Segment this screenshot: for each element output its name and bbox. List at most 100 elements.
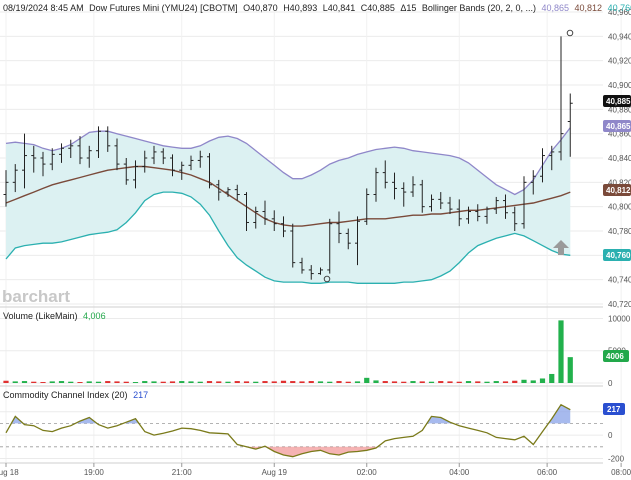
ohlc-bar bbox=[484, 206, 490, 224]
ohlc-bar bbox=[96, 126, 101, 158]
volume-bar bbox=[188, 381, 194, 383]
svg-text:40,760: 40,760 bbox=[606, 251, 631, 260]
volume-bar bbox=[21, 381, 28, 383]
ohlc-bar bbox=[197, 150, 203, 168]
ohlc-bar bbox=[540, 148, 545, 183]
volume-gridlines bbox=[0, 317, 603, 384]
volume-bar bbox=[354, 381, 361, 383]
volume-bar bbox=[114, 381, 120, 383]
volume-bar bbox=[512, 380, 518, 383]
ohlc-bar bbox=[419, 179, 425, 213]
volume-bar bbox=[308, 381, 314, 383]
cci-tick-label: -200 bbox=[608, 454, 625, 463]
volume-bar bbox=[12, 381, 18, 383]
volume-bar bbox=[530, 380, 536, 383]
volume-bar bbox=[253, 381, 259, 383]
low-marker bbox=[323, 275, 331, 283]
volume-bar bbox=[280, 380, 287, 383]
volume-bar bbox=[271, 381, 277, 383]
volume-bar bbox=[225, 381, 231, 383]
volume-title: Volume (LikeMain) 4,006 bbox=[3, 311, 106, 321]
ohlc-bar bbox=[290, 223, 296, 268]
volume-bar bbox=[262, 381, 268, 383]
price-tick-label: 40,860 bbox=[608, 130, 631, 139]
volume-bar bbox=[465, 381, 472, 383]
ohlc-bar bbox=[59, 143, 64, 163]
svg-text:4006: 4006 bbox=[606, 352, 624, 361]
volume-bar bbox=[234, 381, 240, 383]
ohlc-bar bbox=[31, 145, 37, 173]
ohlc-bar bbox=[49, 148, 55, 171]
volume-bar bbox=[447, 381, 453, 383]
ohlc-bar bbox=[345, 228, 351, 250]
price-tick-label: 40,720 bbox=[608, 300, 631, 309]
price-tick-label: 40,800 bbox=[608, 203, 631, 212]
volume-bar bbox=[68, 381, 74, 383]
svg-text:40,865: 40,865 bbox=[606, 122, 631, 131]
ohlc-bar bbox=[188, 155, 194, 171]
bb-middle-tag: 40,812 bbox=[603, 184, 631, 196]
volume-bar bbox=[502, 381, 509, 383]
volume-bars bbox=[3, 320, 573, 383]
cci-title: Commodity Channel Index (20) 217 bbox=[3, 390, 148, 400]
ohlc-bar bbox=[68, 139, 74, 158]
chart-header: 08/19/2024 8:45 AM Dow Futures Mini (YMU… bbox=[3, 3, 631, 13]
cci-tick-label: 0 bbox=[608, 431, 613, 440]
ohlc-bar bbox=[40, 151, 46, 177]
volume-bar bbox=[216, 381, 222, 383]
time-axis: Aug 18 19:00 21:00 Aug 19 02:00 04:00 06:00 08:… bbox=[0, 463, 631, 477]
time-tick-label: 02:00 bbox=[357, 468, 378, 477]
ohlc-bar bbox=[567, 93, 573, 157]
ohlc-bar bbox=[512, 206, 518, 231]
price-tick-label: 40,740 bbox=[608, 276, 631, 285]
volume-bar bbox=[317, 381, 324, 383]
volume-bar bbox=[169, 381, 176, 383]
ohlc-bar bbox=[475, 204, 481, 222]
ohlc-bar bbox=[438, 192, 444, 210]
time-tick-label: Aug 19 bbox=[262, 468, 288, 477]
ohlc-bar bbox=[216, 179, 222, 201]
cci-last-tag: 217 bbox=[603, 403, 625, 415]
ohlc-bar bbox=[77, 136, 83, 165]
ohlc-bar bbox=[447, 196, 453, 214]
ohlc-bar bbox=[3, 170, 9, 207]
volume-last-tag: 4006 bbox=[603, 350, 629, 362]
volume-bar bbox=[40, 382, 46, 383]
price-tick-label: 40,820 bbox=[608, 178, 631, 187]
volume-panel: 1000050000 Volume (LikeMain) 4,006 4006 bbox=[0, 311, 631, 388]
ohlc-bar bbox=[521, 176, 527, 229]
ohlc-bar bbox=[142, 150, 148, 173]
ohlc-bar bbox=[401, 182, 407, 207]
svg-text:217: 217 bbox=[607, 405, 621, 414]
volume-bar bbox=[484, 381, 490, 383]
ohlc-bar bbox=[299, 257, 305, 274]
svg-text:40,885: 40,885 bbox=[606, 97, 631, 106]
price-tick-label: 40,920 bbox=[608, 57, 631, 66]
ohlc-bar bbox=[392, 172, 397, 200]
svg-text:40,812: 40,812 bbox=[606, 186, 631, 195]
ohlc-bar bbox=[530, 170, 536, 195]
cci-above-fill bbox=[11, 404, 571, 424]
ohlc-bar bbox=[327, 218, 333, 274]
bb-upper-tag: 40,865 bbox=[603, 120, 631, 132]
volume-bar bbox=[373, 380, 379, 383]
ohlc-bar bbox=[12, 164, 18, 193]
ohlc-bar bbox=[253, 206, 259, 229]
volume-bar bbox=[160, 381, 166, 383]
cci-axis: 2000-200 bbox=[608, 408, 625, 464]
volume-bar bbox=[327, 381, 333, 383]
volume-tick-label: 0 bbox=[608, 379, 613, 388]
volume-bar bbox=[58, 381, 65, 383]
ohlc-bar bbox=[549, 145, 555, 171]
volume-bar bbox=[77, 382, 83, 383]
volume-bar bbox=[475, 381, 481, 383]
ohlc-bars bbox=[3, 36, 573, 280]
ohlc-bar bbox=[114, 138, 120, 171]
volume-bar bbox=[336, 381, 342, 383]
volume-bar bbox=[558, 320, 564, 383]
bb-lower-tag: 40,760 bbox=[603, 249, 631, 261]
volume-bar bbox=[49, 381, 55, 383]
ohlc-bar bbox=[281, 216, 286, 238]
volume-bar bbox=[95, 381, 102, 383]
